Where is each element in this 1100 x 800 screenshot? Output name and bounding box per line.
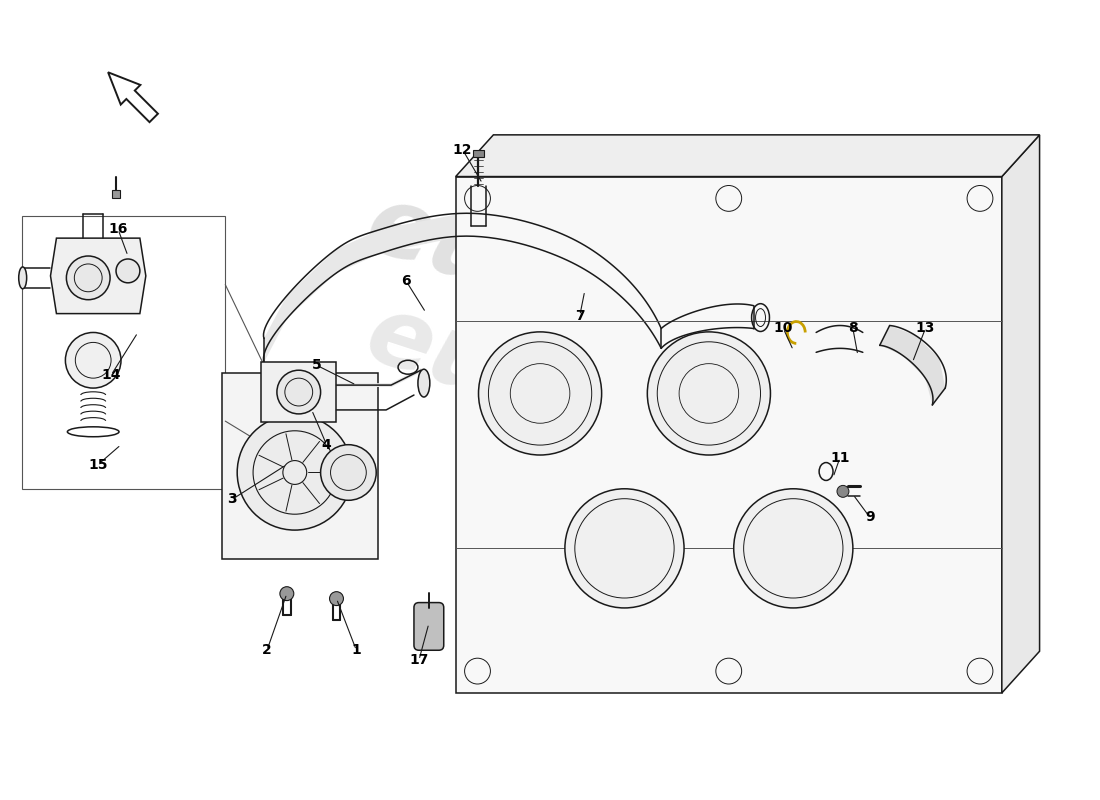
Circle shape bbox=[478, 332, 602, 455]
Polygon shape bbox=[261, 362, 337, 422]
Text: 9: 9 bbox=[865, 510, 874, 524]
Circle shape bbox=[277, 370, 320, 414]
Circle shape bbox=[734, 489, 852, 608]
Text: a passion for Auto parts: a passion for Auto parts bbox=[473, 457, 766, 572]
Circle shape bbox=[565, 489, 684, 608]
Polygon shape bbox=[455, 135, 1040, 177]
Polygon shape bbox=[473, 150, 484, 157]
Text: 14: 14 bbox=[101, 368, 121, 382]
Polygon shape bbox=[264, 214, 661, 362]
Circle shape bbox=[116, 259, 140, 283]
Text: 3: 3 bbox=[228, 492, 236, 506]
Text: europes: europes bbox=[354, 178, 805, 403]
Circle shape bbox=[238, 415, 352, 530]
Circle shape bbox=[279, 586, 294, 601]
Text: 11: 11 bbox=[830, 450, 849, 465]
Circle shape bbox=[65, 333, 121, 388]
Text: 10: 10 bbox=[773, 322, 793, 335]
Circle shape bbox=[66, 256, 110, 300]
Polygon shape bbox=[880, 326, 945, 405]
Polygon shape bbox=[455, 177, 1002, 693]
Text: 7: 7 bbox=[575, 309, 584, 322]
Polygon shape bbox=[1002, 135, 1040, 693]
Text: 17: 17 bbox=[409, 653, 429, 667]
FancyBboxPatch shape bbox=[414, 602, 443, 650]
Ellipse shape bbox=[19, 267, 26, 289]
Circle shape bbox=[320, 445, 376, 500]
Text: 8: 8 bbox=[848, 322, 858, 335]
Circle shape bbox=[837, 486, 849, 498]
Circle shape bbox=[330, 592, 343, 606]
Polygon shape bbox=[112, 190, 120, 198]
Text: 15: 15 bbox=[88, 458, 108, 471]
Text: 1: 1 bbox=[352, 643, 361, 658]
Text: 1985: 1985 bbox=[782, 549, 913, 628]
Text: 5: 5 bbox=[311, 358, 321, 372]
Ellipse shape bbox=[418, 370, 430, 397]
Text: 13: 13 bbox=[915, 322, 935, 335]
Polygon shape bbox=[222, 373, 378, 559]
Text: europes: europes bbox=[354, 287, 805, 513]
Text: 6: 6 bbox=[402, 274, 410, 288]
Circle shape bbox=[647, 332, 770, 455]
Text: 16: 16 bbox=[108, 222, 128, 236]
Polygon shape bbox=[51, 238, 146, 314]
Text: 4: 4 bbox=[321, 438, 331, 452]
Text: 2: 2 bbox=[262, 643, 272, 658]
Text: 12: 12 bbox=[453, 142, 472, 157]
